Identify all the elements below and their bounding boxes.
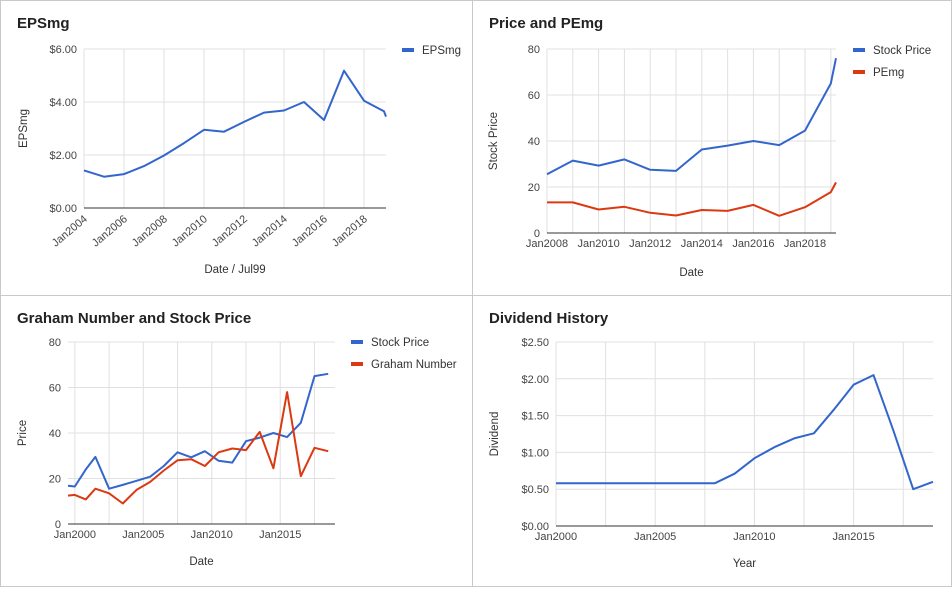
dividend-history-chart: $0.00 $0.50 $1.00 $1.50 $2.00 $2.50 Jan2000 Jan… [489, 337, 934, 570]
y-tick-label: $4.00 [49, 97, 77, 109]
series-line-graham-number [67, 391, 329, 505]
legend-label: EPSmg [422, 45, 461, 57]
x-tick-label: Jan2005 [122, 529, 164, 541]
y-axis-title: Price [17, 420, 29, 446]
y-tick-label: $0.00 [49, 203, 77, 215]
legend-swatch [402, 48, 414, 52]
x-tick-label: Jan2015 [259, 529, 301, 541]
y-tick-label: $2.00 [49, 150, 77, 162]
x-tick-label: Jan2010 [733, 531, 775, 543]
chart-title: EPSmg [17, 15, 70, 32]
x-tick-label: Jan2000 [54, 529, 96, 541]
x-tick-label: Jan2000 [535, 531, 577, 543]
x-tick-label: Jan2014 [250, 213, 290, 249]
y-tick-label: 0 [55, 519, 61, 531]
x-tick-label: Jan2008 [130, 213, 170, 249]
x-tick-label: Jan2016 [732, 238, 774, 250]
legend-swatch [853, 70, 865, 74]
x-tick-label: Jan2006 [90, 213, 130, 249]
y-axis-title: Dividend [489, 412, 501, 457]
x-axis-title: Date / Jul99 [204, 264, 265, 276]
y-tick-label: $2.00 [521, 374, 549, 386]
y-axis-title: Stock Price [488, 112, 500, 170]
legend-swatch [853, 48, 865, 52]
epsmg-chart-panel: $0.00 $2.00 $4.00 $6.00 Jan2004 Jan2006 Jan200… [0, 0, 473, 296]
x-tick-label: Jan2005 [634, 531, 676, 543]
price-pemg-chart: 0 20 40 60 80 Jan2008 Jan2010 Jan2012 Jan2014 Jan… [488, 44, 931, 279]
epsmg-chart: $0.00 $2.00 $4.00 $6.00 Jan2004 Jan2006 Jan200… [18, 44, 461, 276]
legend-swatch [351, 362, 363, 366]
y-tick-label: 20 [49, 474, 61, 486]
y-tick-label: 40 [528, 136, 540, 148]
legend-label: PEmg [873, 67, 904, 79]
x-tick-label: Jan2010 [170, 213, 210, 249]
series-line-pemg [547, 181, 837, 217]
y-tick-label: $6.00 [49, 44, 77, 56]
y-tick-label: $1.50 [521, 411, 549, 423]
x-tick-label: Jan2004 [50, 213, 90, 249]
y-tick-label: 60 [49, 383, 61, 395]
y-tick-label: $0.00 [521, 521, 549, 533]
x-tick-label: Jan2012 [210, 213, 250, 249]
legend-swatch [351, 340, 363, 344]
y-tick-label: 0 [534, 228, 540, 240]
chart-title: Graham Number and Stock Price [17, 310, 252, 327]
x-axis-title: Year [733, 558, 756, 570]
x-axis-title: Date [189, 556, 213, 568]
y-tick-label: 60 [528, 90, 540, 102]
x-axis-title: Date [679, 267, 703, 279]
x-tick-label: Jan2018 [330, 213, 370, 249]
x-tick-label: Jan2014 [681, 238, 723, 250]
x-tick-label: Jan2015 [833, 531, 875, 543]
y-tick-label: 40 [49, 428, 61, 440]
chart-title: Dividend History [489, 310, 609, 327]
x-tick-label: Jan2016 [290, 213, 330, 249]
series-line-stock-price [546, 57, 837, 176]
series-line-dividend [556, 374, 934, 491]
y-axis-title: EPSmg [18, 109, 30, 148]
legend-label: Stock Price [371, 337, 429, 349]
x-tick-label: Jan2010 [577, 238, 619, 250]
series-line-epsmg [83, 69, 387, 178]
x-tick-label: Jan2010 [191, 529, 233, 541]
price-pemg-chart-panel: 0 20 40 60 80 Jan2008 Jan2010 Jan2012 Jan2014 Jan… [472, 0, 952, 296]
y-tick-label: 20 [528, 182, 540, 194]
series-line-stock-price [67, 372, 329, 490]
dividend-history-chart-panel: $0.00 $0.50 $1.00 $1.50 $2.00 $2.50 Jan2000 Jan… [472, 295, 952, 587]
graham-number-chart-panel: 0 20 40 60 80 Jan2000 Jan2005 Jan2010 Jan2015 Dat… [0, 295, 473, 587]
legend-label: Graham Number [371, 359, 457, 371]
x-tick-label: Jan2012 [629, 238, 671, 250]
chart-title: Price and PEmg [489, 15, 604, 32]
y-tick-label: $2.50 [521, 337, 549, 349]
y-tick-label: 80 [49, 337, 61, 349]
y-tick-label: $1.00 [521, 447, 549, 459]
x-tick-label: Jan2018 [784, 238, 826, 250]
y-tick-label: 80 [528, 44, 540, 56]
graham-number-chart: 0 20 40 60 80 Jan2000 Jan2005 Jan2010 Jan2015 Dat… [17, 337, 457, 568]
x-tick-label: Jan2008 [526, 238, 568, 250]
legend-label: Stock Price [873, 45, 931, 57]
y-tick-label: $0.50 [521, 484, 549, 496]
